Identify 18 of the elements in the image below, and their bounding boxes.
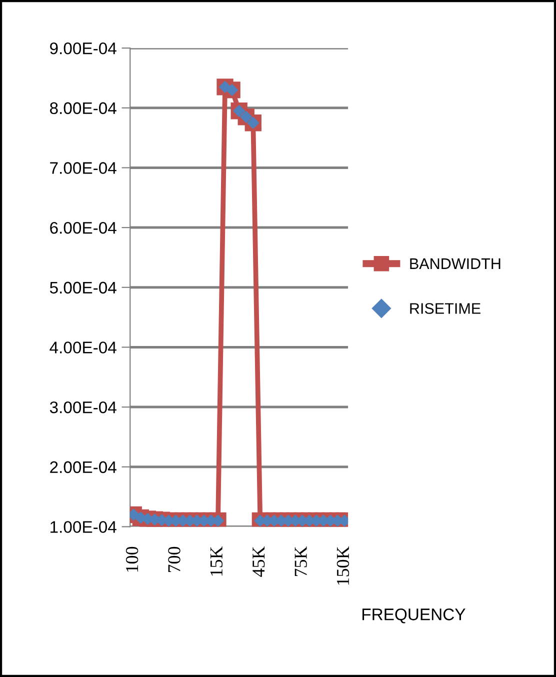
x-tick-label: 100 bbox=[126, 546, 138, 572]
legend-label: RISETIME bbox=[410, 303, 480, 314]
x-tick-label: 150K bbox=[336, 546, 350, 585]
y-tick-label: 6.00E-04 bbox=[50, 222, 116, 234]
y-tick-label: 3.00E-04 bbox=[50, 401, 116, 414]
y-tick-label: 4.00E-04 bbox=[50, 342, 116, 354]
x-tick-label: 700 bbox=[168, 546, 180, 572]
x-tick-label: 15K bbox=[210, 546, 223, 576]
y-tick-label: 9.00E-04 bbox=[50, 42, 116, 54]
y-tick-label: 7.00E-04 bbox=[50, 162, 116, 174]
y-tick-label: 8.00E-04 bbox=[50, 102, 116, 114]
legend-label: BANDWIDTH bbox=[410, 258, 500, 269]
y-tick-label: 2.00E-04 bbox=[50, 461, 116, 474]
y-tick-label: 1.00E-04 bbox=[50, 521, 116, 533]
x-axis-title: FREQUENCY bbox=[362, 608, 466, 624]
x-tick-label: 45K bbox=[252, 546, 265, 577]
y-tick-label: 5.00E-04 bbox=[50, 282, 116, 294]
x-tick-label: 75K bbox=[294, 546, 307, 576]
